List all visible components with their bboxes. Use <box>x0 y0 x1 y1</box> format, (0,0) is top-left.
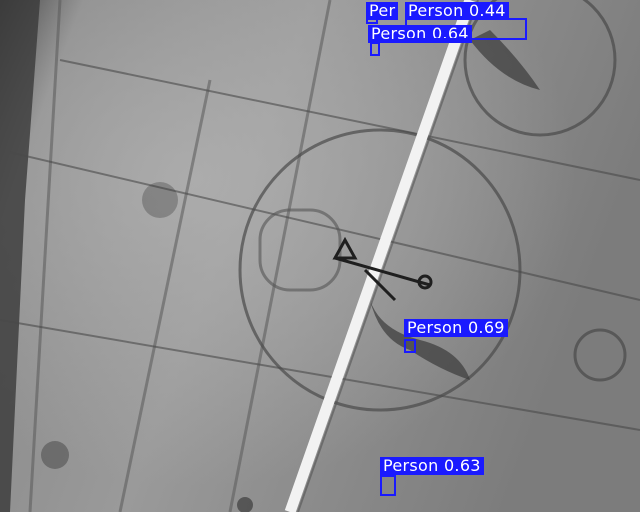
detection-label-3: Person 0.44 <box>405 2 509 20</box>
detection-label-2: Per <box>366 2 398 20</box>
detection-label-4: Person 0.69 <box>404 319 508 337</box>
detection-label-5: Person 0.63 <box>380 457 484 475</box>
detection-box-1 <box>370 42 380 56</box>
detection-box-3 <box>405 18 527 40</box>
detection-box-4 <box>404 339 416 353</box>
detection-box-5 <box>380 475 396 496</box>
